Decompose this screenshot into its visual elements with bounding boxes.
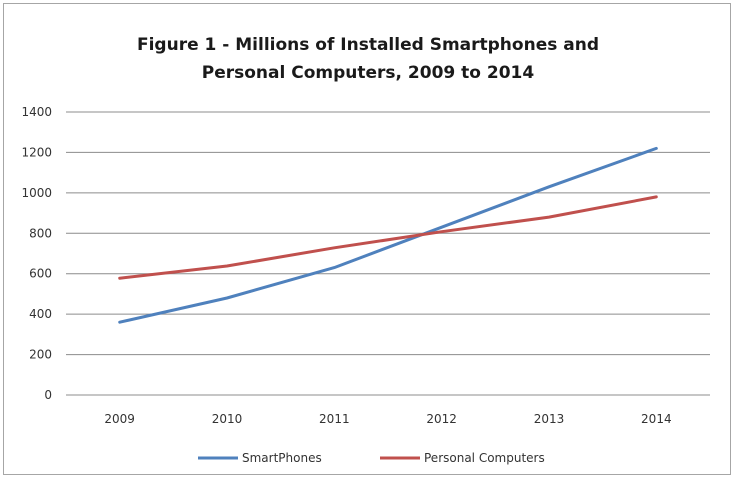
y-tick-label: 200 (29, 348, 52, 362)
y-axis-ticks: 0 200 400 600 800 1000 1200 1400 (21, 105, 52, 402)
x-tick-label: 2012 (426, 412, 457, 426)
x-tick-label: 2010 (212, 412, 243, 426)
legend-label: Personal Computers (424, 451, 545, 465)
y-tick-label: 1200 (21, 145, 52, 159)
y-tick-label: 0 (44, 388, 52, 402)
x-axis-ticks: 2009 2010 2011 2012 2013 2014 (104, 412, 671, 426)
series-line-personal-computers (118, 195, 658, 280)
y-tick-label: 400 (29, 307, 52, 321)
gridlines (66, 111, 710, 396)
y-tick-label: 1400 (21, 105, 52, 119)
series-lines (118, 146, 658, 324)
chart-title-line-2: Personal Computers, 2009 to 2014 (202, 63, 535, 83)
y-tick-label: 1000 (21, 186, 52, 200)
x-tick-label: 2009 (104, 412, 135, 426)
legend-label: SmartPhones (242, 451, 322, 465)
x-tick-label: 2013 (534, 412, 565, 426)
x-tick-label: 2011 (319, 412, 350, 426)
series-line-smartphones (118, 146, 658, 324)
chart-frame (3, 3, 731, 475)
legend: SmartPhones Personal Computers (198, 451, 545, 465)
y-tick-label: 600 (29, 267, 52, 281)
chart-title-line-1: Figure 1 - Millions of Installed Smartph… (137, 35, 599, 55)
y-tick-label: 800 (29, 226, 52, 240)
x-tick-label: 2014 (641, 412, 672, 426)
